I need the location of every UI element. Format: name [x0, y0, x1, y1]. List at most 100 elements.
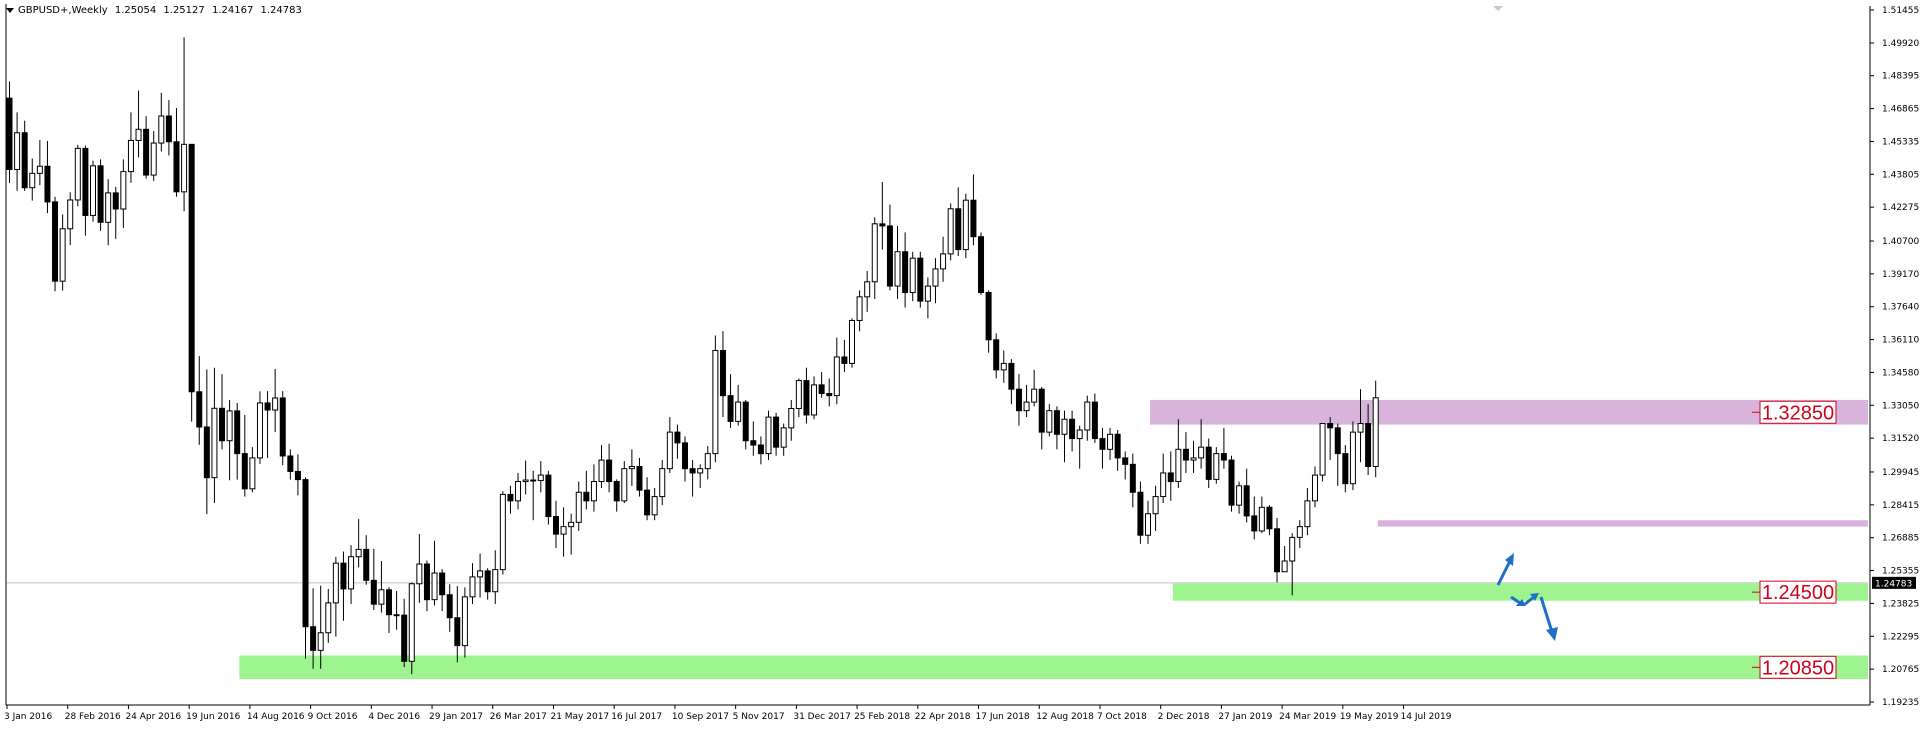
candle[interactable]	[742, 399, 749, 450]
candle[interactable]	[1069, 410, 1076, 452]
candle[interactable]	[82, 145, 89, 236]
candle[interactable]	[1258, 496, 1265, 534]
zone-resistance-1[interactable]	[1150, 399, 1868, 425]
candle[interactable]	[1046, 404, 1053, 437]
candle[interactable]	[993, 333, 1000, 379]
candle[interactable]	[249, 447, 256, 493]
candle[interactable]	[818, 372, 825, 398]
candle[interactable]	[598, 445, 605, 488]
candle[interactable]	[1114, 429, 1121, 471]
candle[interactable]	[74, 144, 81, 207]
candle[interactable]	[811, 376, 818, 420]
candle[interactable]	[719, 331, 726, 418]
candle[interactable]	[1129, 453, 1136, 508]
candle[interactable]	[1327, 417, 1334, 461]
candle[interactable]	[590, 464, 597, 512]
candle[interactable]	[188, 143, 195, 422]
candle[interactable]	[537, 461, 544, 493]
candle[interactable]	[545, 470, 552, 525]
candle[interactable]	[401, 598, 408, 668]
candle[interactable]	[1266, 505, 1273, 536]
candle[interactable]	[348, 545, 355, 604]
candle[interactable]	[1190, 440, 1197, 473]
candle[interactable]	[886, 204, 893, 291]
candle[interactable]	[780, 423, 787, 456]
candle[interactable]	[515, 472, 522, 510]
candle[interactable]	[848, 318, 855, 368]
candle[interactable]	[52, 196, 59, 292]
candle[interactable]	[469, 563, 476, 604]
candle[interactable]	[1372, 380, 1379, 478]
candle[interactable]	[59, 214, 66, 291]
candle[interactable]	[484, 568, 491, 600]
candle[interactable]	[788, 399, 795, 441]
candle[interactable]	[317, 585, 324, 669]
candle[interactable]	[833, 337, 840, 405]
candle[interactable]	[1311, 466, 1318, 508]
candle[interactable]	[1084, 395, 1091, 441]
symbol-dropdown-icon[interactable]	[6, 7, 14, 13]
zone-resistance-2[interactable]	[1377, 520, 1868, 527]
candle[interactable]	[940, 236, 947, 282]
candle[interactable]	[879, 181, 886, 250]
candle[interactable]	[302, 477, 309, 659]
candle[interactable]	[1304, 487, 1311, 536]
candle[interactable]	[978, 232, 985, 295]
candle[interactable]	[196, 356, 203, 445]
candle[interactable]	[1281, 545, 1288, 573]
candle[interactable]	[439, 569, 446, 612]
candle[interactable]	[1365, 404, 1372, 476]
level-label-box[interactable]	[1759, 655, 1837, 679]
candle[interactable]	[613, 479, 620, 512]
candle[interactable]	[408, 582, 415, 675]
candle[interactable]	[241, 414, 248, 497]
candle[interactable]	[917, 251, 924, 308]
candle[interactable]	[120, 159, 127, 229]
candle[interactable]	[1053, 406, 1060, 450]
candle[interactable]	[909, 251, 916, 302]
candle[interactable]	[21, 120, 28, 191]
candle[interactable]	[955, 187, 962, 257]
candle[interactable]	[674, 424, 681, 459]
candle[interactable]	[165, 100, 172, 156]
candle[interactable]	[492, 550, 499, 604]
candle[interactable]	[127, 112, 134, 183]
candle[interactable]	[522, 460, 529, 495]
candle[interactable]	[727, 374, 734, 428]
candle[interactable]	[1015, 374, 1022, 426]
candle[interactable]	[1205, 438, 1212, 488]
candle[interactable]	[44, 140, 51, 214]
candle[interactable]	[423, 560, 430, 612]
candle[interactable]	[279, 391, 286, 466]
candle[interactable]	[560, 507, 567, 557]
candle[interactable]	[219, 374, 226, 450]
candle[interactable]	[173, 108, 180, 197]
candle[interactable]	[644, 477, 651, 521]
candle[interactable]	[689, 460, 696, 497]
zone-support-1[interactable]	[1172, 583, 1868, 601]
candle[interactable]	[112, 186, 119, 239]
candle[interactable]	[1175, 419, 1182, 488]
candle[interactable]	[636, 457, 643, 497]
candle[interactable]	[1251, 496, 1258, 540]
candle[interactable]	[264, 391, 271, 458]
candle[interactable]	[552, 500, 559, 549]
candle[interactable]	[666, 417, 673, 473]
candle[interactable]	[256, 391, 263, 464]
candle[interactable]	[14, 112, 21, 191]
candle[interactable]	[1342, 445, 1349, 493]
candle[interactable]	[894, 225, 901, 299]
candle[interactable]	[386, 587, 392, 633]
candle[interactable]	[340, 551, 347, 621]
candle[interactable]	[773, 412, 780, 456]
candle[interactable]	[1357, 389, 1364, 463]
candle[interactable]	[712, 335, 719, 463]
candle[interactable]	[924, 277, 931, 319]
candle[interactable]	[105, 179, 112, 246]
candle[interactable]	[704, 446, 711, 480]
candle[interactable]	[871, 217, 878, 299]
candle[interactable]	[1122, 451, 1129, 480]
candle[interactable]	[135, 90, 142, 158]
candle[interactable]	[606, 443, 613, 493]
